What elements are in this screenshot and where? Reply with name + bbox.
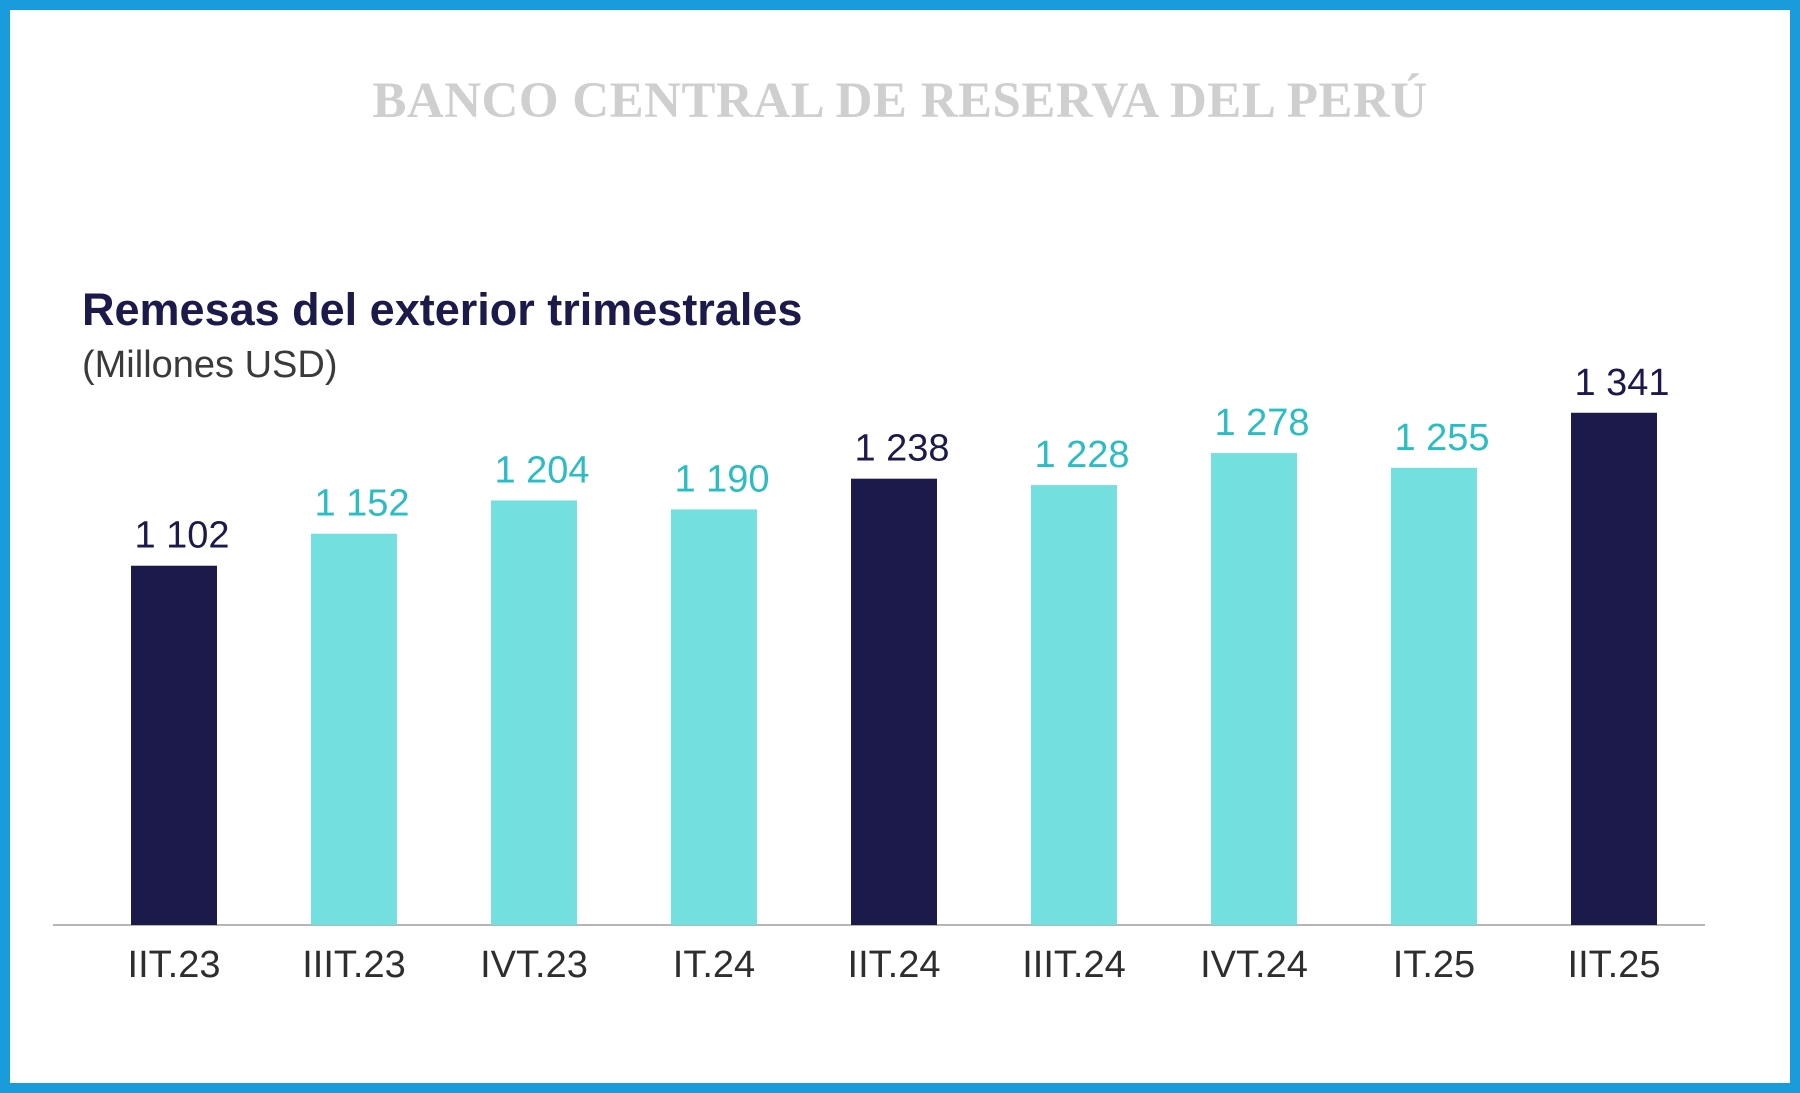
x-tick-label-IIT.24: IIT.24 bbox=[848, 944, 941, 986]
data-label-IT.24: 1 190 bbox=[674, 458, 769, 500]
chart-subtitle: (Millones USD) bbox=[82, 344, 338, 386]
bar-IVT.24 bbox=[1211, 453, 1297, 925]
data-label-IT.25: 1 255 bbox=[1394, 417, 1489, 459]
data-label-IVT.23: 1 204 bbox=[494, 449, 589, 491]
bar-IIIT.23 bbox=[311, 533, 397, 925]
x-tick-label-IVT.23: IVT.23 bbox=[480, 944, 588, 986]
x-tick-label-IIT.25: IIT.25 bbox=[1568, 944, 1661, 986]
x-tick-label-IT.25: IT.25 bbox=[1393, 944, 1475, 986]
bar-IIT.25 bbox=[1571, 412, 1657, 925]
x-tick-label-IIIT.23: IIIT.23 bbox=[302, 944, 406, 986]
institution-header: BANCO CENTRAL DE RESERVA DEL PERÚ bbox=[372, 73, 1428, 129]
x-tick-label-IIT.23: IIT.23 bbox=[128, 944, 221, 986]
x-tick-label-IT.24: IT.24 bbox=[673, 944, 755, 986]
data-label-IIT.23: 1 102 bbox=[134, 515, 229, 557]
x-tick-label-IVT.24: IVT.24 bbox=[1200, 944, 1308, 986]
data-label-IIT.24: 1 238 bbox=[854, 428, 949, 470]
data-label-IIIT.23: 1 152 bbox=[314, 483, 409, 525]
data-label-IIT.25: 1 341 bbox=[1574, 362, 1669, 404]
x-tick-label-IIIT.24: IIIT.24 bbox=[1022, 944, 1126, 986]
bar-IT.24 bbox=[671, 509, 757, 925]
bar-IVT.23 bbox=[491, 500, 577, 925]
bar-chart: 1 102 IIT.23 1 152 IIIT.23 1 204 IVT.23 1 190 I… bbox=[53, 362, 1705, 986]
data-label-IVT.24: 1 278 bbox=[1214, 402, 1309, 444]
bar-IIT.23 bbox=[131, 565, 217, 925]
bar-IIT.24 bbox=[851, 478, 937, 925]
bar-IT.25 bbox=[1391, 467, 1477, 925]
data-label-IIIT.24: 1 228 bbox=[1034, 434, 1129, 476]
chart-title: Remesas del exterior trimestrales bbox=[82, 284, 803, 335]
bar-IIIT.24 bbox=[1031, 485, 1117, 925]
